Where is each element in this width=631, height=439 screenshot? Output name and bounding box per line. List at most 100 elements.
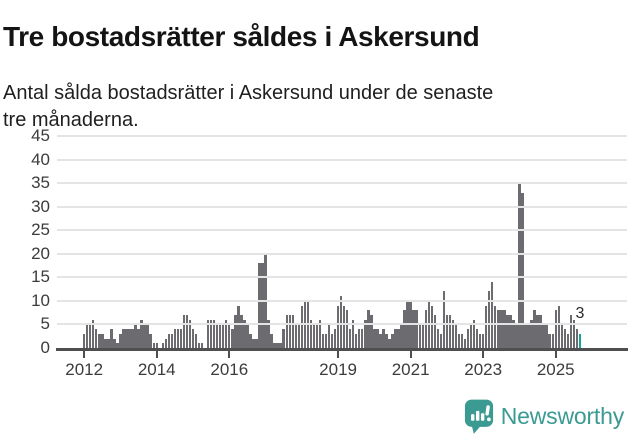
- bar: [345, 310, 349, 348]
- bar: [279, 343, 282, 348]
- bar: [352, 319, 355, 348]
- gridline: [57, 229, 627, 232]
- gridline: [57, 252, 627, 255]
- x-axis-tick-mark: [409, 351, 412, 358]
- bar: [509, 315, 512, 348]
- bar-value-label: 3: [575, 304, 585, 322]
- bar: [515, 324, 518, 348]
- bar: [294, 324, 297, 348]
- bar: [146, 324, 149, 348]
- bar-chart: 3 0 5 10 15 20 25 30 35 40 45 2012 2014 2016 2019 2021…: [0, 126, 631, 392]
- gridline: [57, 276, 627, 279]
- bar: [122, 329, 125, 348]
- bar: [215, 324, 219, 348]
- y-axis-tick-label: 25: [31, 220, 50, 240]
- bar: [542, 324, 545, 348]
- bar: [382, 329, 385, 348]
- bar: [506, 315, 509, 348]
- bar: [315, 324, 319, 348]
- bar: [430, 305, 433, 348]
- bar: [222, 324, 225, 348]
- bar: [89, 324, 92, 348]
- page-title: Tre bostadsrätter såldes i Askersund: [3, 20, 480, 52]
- y-axis-tick-label: 20: [31, 243, 50, 263]
- bar: [243, 319, 246, 348]
- bar: [237, 305, 240, 348]
- bar: [110, 329, 113, 348]
- bar: [475, 329, 479, 348]
- bar: [551, 333, 554, 348]
- bar: [324, 333, 328, 348]
- bar: [478, 333, 482, 348]
- bar: [321, 333, 325, 348]
- bar: [463, 338, 467, 348]
- bar: [415, 310, 418, 348]
- bar: [128, 329, 131, 348]
- bar: [518, 183, 521, 348]
- bar: [206, 319, 210, 348]
- bar: [288, 315, 291, 348]
- bar: [143, 324, 146, 348]
- bar: [309, 319, 313, 348]
- bar: [273, 343, 276, 348]
- y-axis-tick-label: 40: [31, 149, 50, 169]
- bar: [481, 333, 485, 348]
- bar: [200, 343, 204, 348]
- bar: [95, 329, 98, 348]
- bar: [488, 291, 491, 348]
- bar: [439, 333, 443, 348]
- bar: [394, 329, 397, 348]
- x-axis-line: [56, 348, 628, 351]
- bar: [83, 333, 86, 348]
- bar: [512, 319, 515, 348]
- bar: [348, 329, 352, 348]
- bar: [545, 324, 548, 348]
- bar: [252, 338, 255, 348]
- bar: [472, 319, 476, 348]
- bar: [524, 324, 527, 348]
- gridline: [57, 158, 627, 161]
- bar: [373, 329, 376, 348]
- bar: [563, 329, 566, 348]
- bar: [197, 343, 201, 348]
- highlight-bar: [578, 333, 582, 348]
- x-axis-tick-mark: [228, 351, 231, 358]
- x-axis-tick-label: 2014: [137, 360, 176, 379]
- bar: [246, 324, 249, 348]
- bar: [101, 333, 104, 348]
- bar: [249, 333, 252, 348]
- bar: [566, 333, 570, 348]
- bar: [228, 324, 231, 348]
- bar: [367, 310, 370, 348]
- bar: [424, 310, 427, 348]
- bar: [188, 319, 192, 348]
- bar: [527, 324, 530, 348]
- y-axis-tick-label: 15: [31, 267, 50, 287]
- bar: [358, 329, 361, 348]
- bar: [466, 329, 470, 348]
- bar: [403, 310, 406, 348]
- x-axis-tick-mark: [554, 351, 557, 358]
- bar: [364, 319, 367, 348]
- bar: [533, 310, 536, 348]
- bar: [370, 315, 373, 348]
- subtitle-line-1: Antal sålda bostadsrätter i Askersund un…: [3, 82, 494, 104]
- gridline: [57, 323, 627, 326]
- bar: [469, 324, 473, 348]
- bar: [267, 319, 270, 348]
- subtitle-line-2: tre månaderna.: [3, 109, 139, 131]
- x-axis-tick-mark: [482, 351, 485, 358]
- bar: [460, 333, 464, 348]
- bar: [554, 310, 557, 348]
- bar: [131, 329, 134, 348]
- newsworthy-logo-icon: [464, 399, 493, 434]
- bar: [225, 319, 228, 348]
- bar: [300, 305, 304, 348]
- bar: [503, 310, 506, 348]
- bar: [209, 319, 213, 348]
- bar: [521, 192, 524, 348]
- bar: [155, 343, 158, 348]
- bar: [176, 329, 180, 348]
- bar: [497, 310, 500, 348]
- bar: [494, 305, 497, 348]
